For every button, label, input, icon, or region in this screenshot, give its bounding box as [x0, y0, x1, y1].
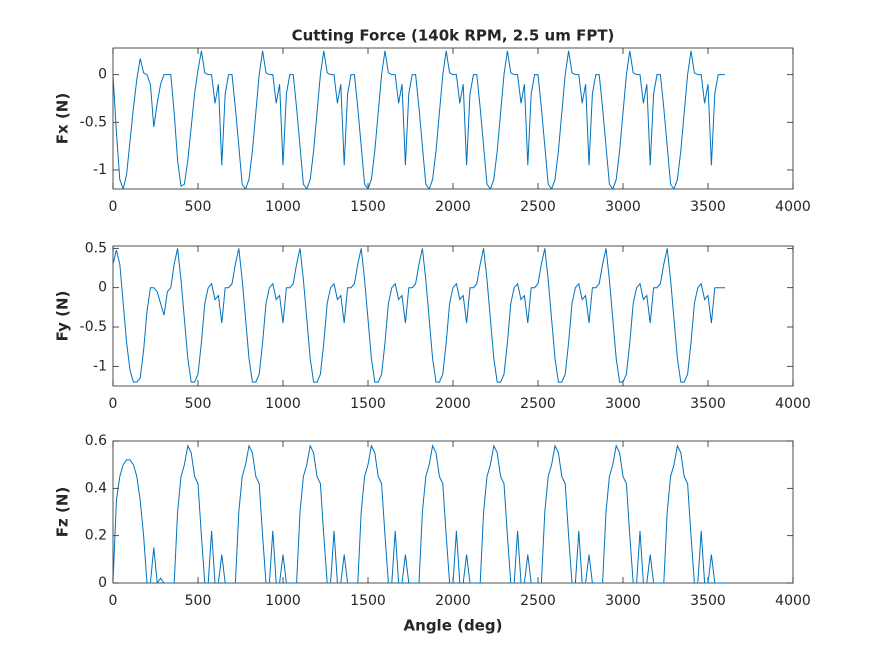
x-tick-label: 0	[109, 199, 118, 215]
axes-box	[112, 440, 794, 584]
axes: 0 500 1000 1500 2000 2500 3000 3500 4000 0 0.2 0.4 0…	[54, 433, 811, 635]
x-tick-label: 1500	[350, 593, 386, 609]
axes: 0 500 1000 1500 2000 2500 3000 3500 4000 -1 -0.5 0 C…	[54, 27, 811, 216]
x-tick-label: 1000	[265, 396, 301, 412]
x-tick-label: 3000	[605, 593, 641, 609]
x-tick-label: 2000	[435, 396, 471, 412]
y-tick-label: 0	[98, 67, 107, 83]
y-axis-label: Fy (N)	[54, 291, 72, 342]
y-tick-label: 0	[98, 575, 107, 591]
x-tick-label: 2000	[435, 199, 471, 215]
x-tick-label: 4000	[775, 199, 811, 215]
chart-title: Cutting Force (140k RPM, 2.5 um FPT)	[292, 27, 615, 45]
x-tick-label: 4000	[775, 396, 811, 412]
x-tick-label: 1500	[350, 396, 386, 412]
x-axis-label: Angle (deg)	[404, 617, 503, 635]
y-tick-label: 0.6	[85, 433, 107, 449]
y-axis-label: Fx (N)	[54, 93, 72, 144]
data-line	[113, 444, 725, 583]
axes-box	[112, 245, 794, 387]
data-line	[113, 50, 725, 189]
x-tick-label: 0	[109, 593, 118, 609]
y-axis-label: Fz (N)	[54, 487, 72, 537]
y-tick-label: 0.5	[85, 240, 107, 256]
data-line	[113, 248, 725, 383]
y-tick-label: -1	[93, 162, 107, 178]
x-tick-label: 3000	[605, 199, 641, 215]
x-tick-label: 3500	[690, 593, 726, 609]
x-tick-label: 500	[185, 396, 212, 412]
y-tick-label: -0.5	[80, 319, 107, 335]
x-tick-label: 3000	[605, 396, 641, 412]
y-tick-label: 0.4	[85, 480, 107, 496]
axes-box	[112, 47, 794, 190]
y-tick-label: -1	[93, 358, 107, 374]
x-tick-label: 1000	[265, 199, 301, 215]
x-tick-label: 2500	[520, 199, 556, 215]
x-tick-label: 2500	[520, 593, 556, 609]
x-tick-label: 0	[109, 396, 118, 412]
x-tick-label: 3500	[690, 396, 726, 412]
x-tick-label: 500	[185, 199, 212, 215]
y-tick-label: 0.2	[85, 528, 107, 544]
x-tick-label: 1000	[265, 593, 301, 609]
x-tick-label: 3500	[690, 199, 726, 215]
x-tick-label: 1500	[350, 199, 386, 215]
x-tick-label: 2500	[520, 396, 556, 412]
x-tick-label: 4000	[775, 593, 811, 609]
y-tick-label: -0.5	[80, 114, 107, 130]
axes: 0 500 1000 1500 2000 2500 3000 3500 4000 -1 -0.5 0 0…	[54, 240, 811, 412]
y-tick-label: 0	[98, 280, 107, 296]
x-tick-label: 2000	[435, 593, 471, 609]
x-tick-label: 500	[185, 593, 212, 609]
